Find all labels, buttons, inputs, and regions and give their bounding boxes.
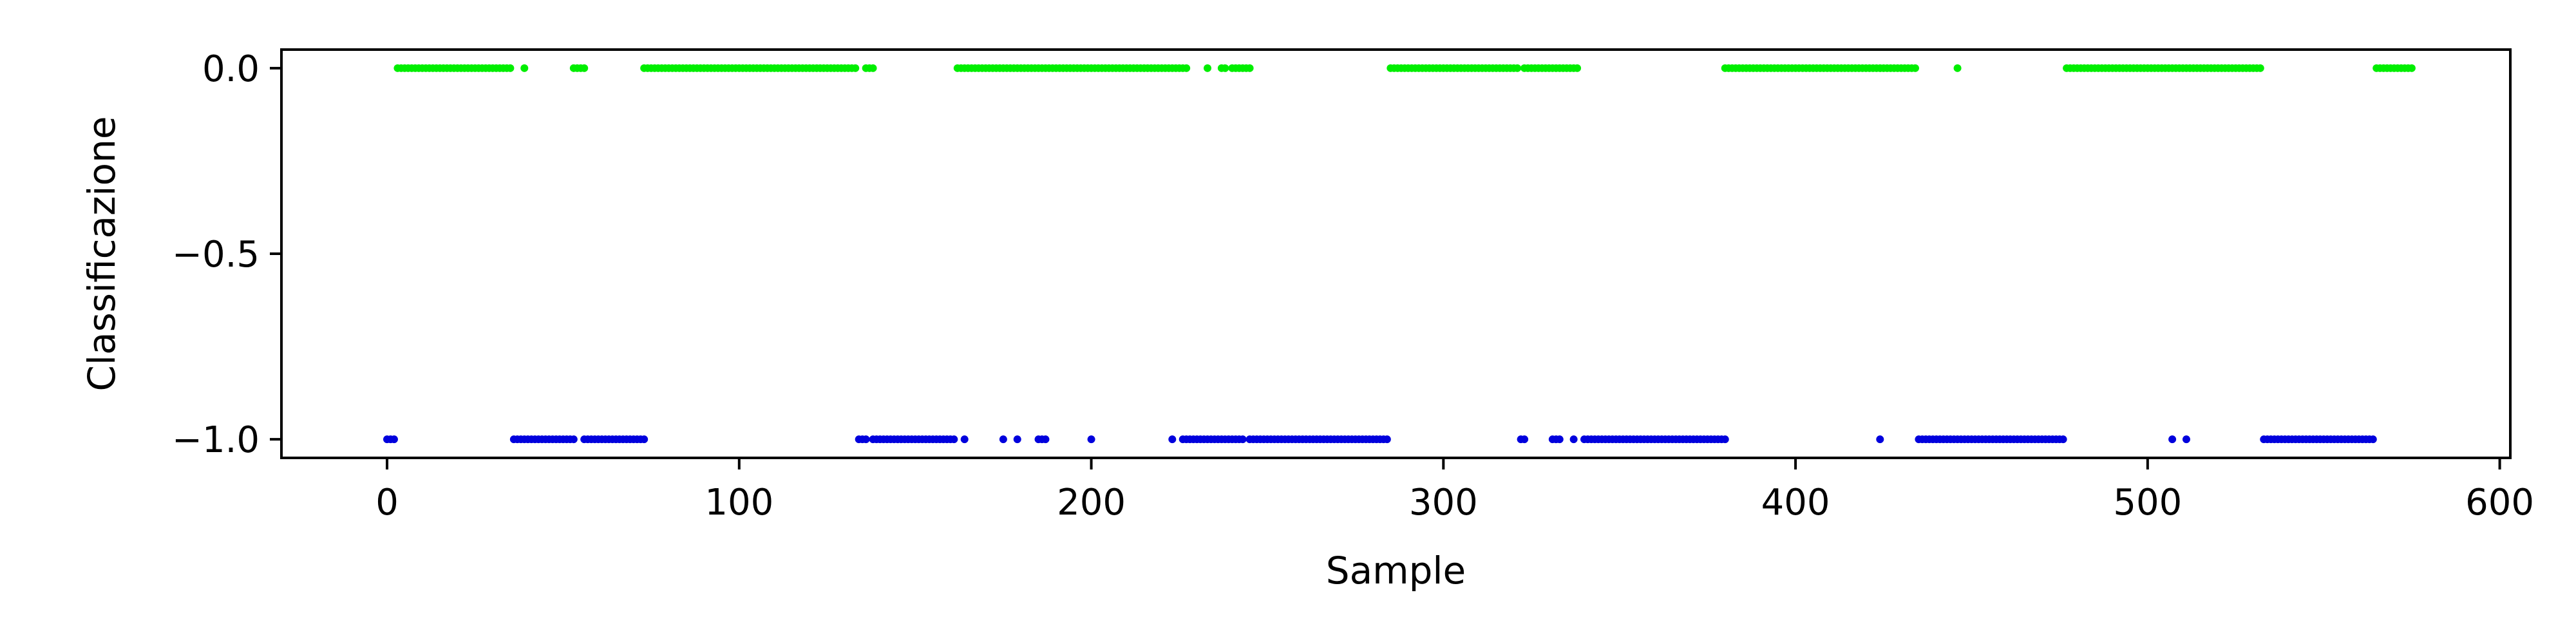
data-point	[1911, 64, 1919, 72]
data-point	[1221, 64, 1229, 72]
data-point	[2168, 435, 2177, 444]
data-point	[851, 64, 860, 72]
data-point	[1245, 64, 1254, 72]
data-point	[1168, 435, 1177, 444]
x-axis-label: Sample	[1326, 549, 1466, 592]
data-point	[869, 64, 877, 72]
data-points	[383, 64, 2416, 444]
data-point	[640, 435, 649, 444]
data-point	[1383, 435, 1391, 444]
x-tick-label: 400	[1761, 482, 1830, 524]
x-tick-label: 0	[375, 482, 399, 524]
y-tick-label: −1.0	[172, 419, 260, 461]
data-point	[1520, 435, 1529, 444]
x-axis-ticks: 0 100 200 300 400 500 600	[375, 458, 2534, 524]
data-point	[1203, 64, 1211, 72]
data-point	[2256, 64, 2264, 72]
data-point	[1953, 64, 1962, 72]
y-tick-label: 0.0	[202, 48, 260, 90]
x-tick-label: 100	[705, 482, 773, 524]
data-point	[1087, 435, 1095, 444]
data-point	[1569, 435, 1578, 444]
x-tick-label: 300	[1409, 482, 1478, 524]
data-point	[580, 64, 589, 72]
data-point	[999, 435, 1007, 444]
data-point	[2182, 435, 2190, 444]
y-axis-label: Classificazione	[80, 116, 124, 391]
data-point	[950, 435, 958, 444]
data-point	[1555, 435, 1564, 444]
data-point	[960, 435, 969, 444]
y-tick-label: −0.5	[172, 234, 260, 276]
data-point	[2407, 64, 2416, 72]
data-point	[1013, 435, 1021, 444]
x-tick-label: 200	[1057, 482, 1126, 524]
data-point	[862, 435, 870, 444]
data-point	[1513, 64, 1522, 72]
data-point	[1041, 435, 1050, 444]
x-tick-label: 500	[2113, 482, 2182, 524]
y-axis-ticks: 0.0 −0.5 −1.0	[172, 48, 281, 461]
plot-frame	[280, 48, 2512, 459]
data-point	[2059, 435, 2067, 444]
data-point	[1573, 64, 1582, 72]
data-point	[390, 435, 398, 444]
data-point	[1876, 435, 1884, 444]
data-point	[1238, 435, 1247, 444]
data-point	[1182, 64, 1191, 72]
data-point	[506, 64, 515, 72]
data-point	[520, 64, 529, 72]
data-point	[569, 435, 578, 444]
data-point	[2369, 435, 2377, 444]
x-tick-label: 600	[2465, 482, 2534, 524]
data-point	[1721, 435, 1729, 444]
